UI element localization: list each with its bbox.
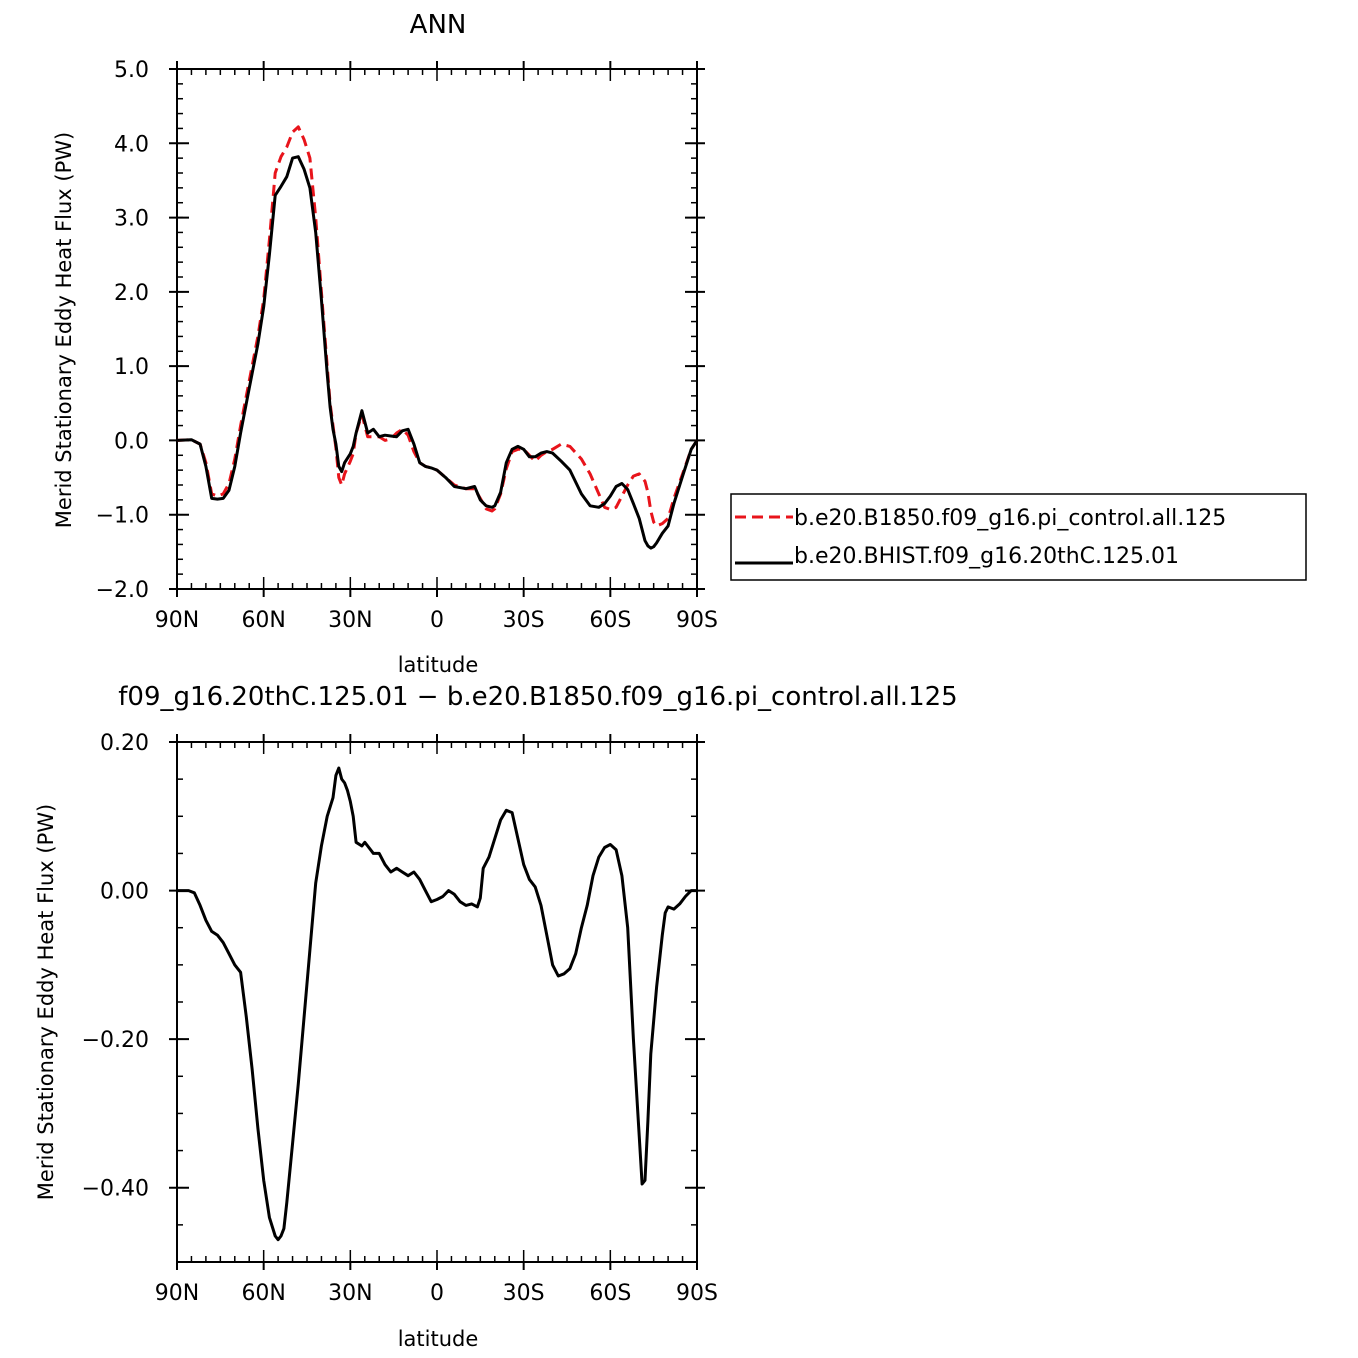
bottom-y-axis-label: Merid Stationary Eddy Heat Flux (PW) [34,804,58,1200]
legend-label-20thc: b.e20.BHIST.f09_g16.20thC.125.01 [794,544,1179,569]
top-y-axis-label: Merid Stationary Eddy Heat Flux (PW) [52,132,76,528]
legend: b.e20.B1850.f09_g16.pi_control.all.125 b… [730,493,1307,581]
bottom-x-tick-label: 0 [430,1281,444,1306]
top-y-tick-label: 0.0 [114,429,149,454]
top-y-tick-label: 4.0 [114,132,149,157]
top-y-tick-label: 3.0 [114,207,149,232]
top-y-tick-label: −1.0 [96,504,149,529]
top-x-tick-label: 60N [241,608,285,633]
bottom-x-tick-label: 90N [155,1281,199,1306]
bottom-y-tick-label: −0.20 [82,1028,149,1053]
bottom-plot-area: 90N 60N 30N 0 30S 60S 90S −0.40 −0.20 0.00 0.20 [82,731,718,1306]
top-panel: ANN 90N 60N 30N 0 30S 60S 90S −2.0 −1.0 0.0 1.0 2.0… [52,10,1307,677]
top-plot-area: 90N 60N 30N 0 30S 60S 90S −2.0 −1.0 0.0 1.0 2.0 3.0 4… [96,58,718,633]
bottom-x-tick-label: 90S [676,1281,718,1306]
legend-label-pi-control: b.e20.B1850.f09_g16.pi_control.all.125 [794,506,1226,531]
bottom-x-tick-label: 30S [503,1281,545,1306]
top-x-axis-label: latitude [398,653,479,677]
bottom-x-tick-label: 60N [241,1281,285,1306]
bottom-x-tick-label: 30N [328,1281,372,1306]
top-x-tick-label: 60S [589,608,631,633]
bottom-panel: f09_g16.20thC.125.01 − b.e20.B1850.f09_g… [34,682,958,1351]
top-y-tick-label: −2.0 [96,578,149,603]
legend-box [730,493,1307,581]
top-x-tick-label: 90N [155,608,199,633]
bottom-y-tick-label: −0.40 [82,1177,149,1202]
bottom-x-tick-label: 60S [589,1281,631,1306]
top-x-tick-label: 0 [430,608,444,633]
top-series-line-1 [176,155,699,550]
top-x-tick-label: 30S [503,608,545,633]
top-x-tick-label: 30N [328,608,372,633]
top-chart-title: ANN [410,10,467,40]
bottom-y-tick-label: 0.00 [100,880,149,905]
bottom-x-axis-label: latitude [398,1327,479,1351]
top-y-tick-label: 5.0 [114,58,149,83]
bottom-series-line-0 [177,766,697,1242]
top-x-tick-label: 90S [676,608,718,633]
top-y-tick-label: 1.0 [114,355,149,380]
bottom-y-tick-label: 0.20 [100,731,149,756]
top-y-tick-label: 2.0 [114,281,149,306]
bottom-chart-title: f09_g16.20thC.125.01 − b.e20.B1850.f09_g… [118,682,957,712]
